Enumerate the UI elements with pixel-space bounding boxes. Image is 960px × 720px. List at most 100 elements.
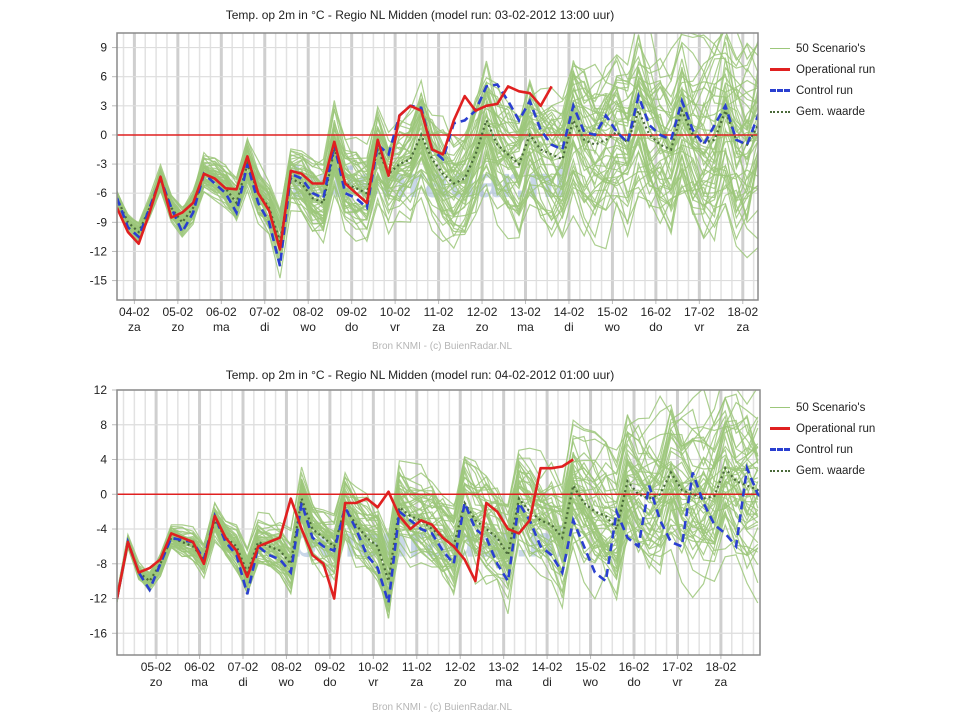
scenario-line	[117, 34, 758, 239]
x-tick-day: wo	[278, 675, 295, 689]
x-tick-date: 14-02	[532, 660, 563, 674]
x-tick-date: 10-02	[380, 305, 411, 319]
x-tick-day: wo	[604, 320, 621, 334]
x-tick-day: za	[432, 320, 445, 334]
legend-item-mean: Gem. waarde	[770, 460, 875, 481]
x-tick-date: 12-02	[467, 305, 498, 319]
x-tick-date: 14-02	[554, 305, 585, 319]
x-tick-day: do	[345, 320, 359, 334]
x-tick-day: za	[715, 675, 728, 689]
chart-plot: buienradar.nl9630-3-6-9-12-1504-02za05-0…	[90, 32, 759, 334]
chart-bottom: Temp. op 2m in °C - Regio NL Midden (mod…	[0, 360, 960, 720]
legend-label: Gem. waarde	[796, 105, 866, 118]
scenario-line	[117, 33, 758, 230]
x-tick-date: 08-02	[293, 305, 324, 319]
x-tick-date: 06-02	[206, 305, 237, 319]
control-run-line	[117, 463, 760, 604]
x-tick-date: 15-02	[597, 305, 628, 319]
scenario-line	[117, 425, 759, 598]
legend-swatch-control	[770, 448, 790, 451]
y-tick-label: -12	[90, 592, 108, 606]
x-tick-day: do	[627, 675, 641, 689]
x-tick-date: 17-02	[662, 660, 693, 674]
x-tick-day: za	[410, 675, 423, 689]
y-tick-label: 4	[100, 453, 107, 467]
legend-swatch-scenarios	[770, 407, 790, 408]
source-credit: Bron KNMI - (c) BuienRadar.NL	[372, 341, 513, 352]
x-tick-day: di	[260, 320, 269, 334]
operational-run-line	[117, 85, 553, 251]
legend-item-scenarios: 50 Scenario's	[770, 397, 875, 418]
legend-swatch-operational	[770, 68, 790, 71]
legend-swatch-scenarios	[770, 48, 790, 49]
legend-item-operational: Operational run	[770, 59, 875, 80]
legend: 50 Scenario's Operational run Control ru…	[770, 397, 875, 481]
legend-item-operational: Operational run	[770, 418, 875, 439]
legend-label: Operational run	[796, 422, 876, 435]
legend: 50 Scenario's Operational run Control ru…	[770, 38, 875, 122]
x-tick-day: ma	[495, 675, 512, 689]
x-tick-date: 18-02	[706, 660, 737, 674]
chart-top: Temp. op 2m in °C - Regio NL Midden (mod…	[90, 8, 876, 352]
x-tick-date: 04-02	[119, 305, 150, 319]
x-tick-day: di	[542, 675, 551, 689]
y-tick-label: -6	[96, 186, 107, 200]
scenario-line	[117, 66, 758, 236]
scenario-line	[117, 407, 759, 597]
x-tick-date: 08-02	[271, 660, 302, 674]
mean-line	[117, 107, 758, 243]
x-tick-date: 07-02	[249, 305, 280, 319]
scenario-line	[117, 33, 758, 227]
legend-item-control: Control run	[770, 439, 875, 460]
x-tick-date: 06-02	[184, 660, 215, 674]
x-tick-day: do	[323, 675, 337, 689]
y-tick-label: 8	[100, 418, 107, 432]
x-tick-day: zo	[150, 675, 163, 689]
legend-item-control: Control run	[770, 80, 875, 101]
series-layer	[117, 390, 760, 619]
x-tick-date: 17-02	[684, 305, 715, 319]
x-tick-date: 07-02	[228, 660, 259, 674]
y-tick-label: 3	[100, 99, 107, 113]
x-tick-date: 11-02	[424, 305, 454, 319]
y-tick-label: -4	[96, 522, 107, 536]
legend-label: Gem. waarde	[796, 464, 866, 477]
x-tick-day: ma	[191, 675, 208, 689]
x-tick-day: vr	[694, 320, 704, 334]
x-tick-date: 05-02	[162, 305, 193, 319]
x-tick-day: vr	[390, 320, 400, 334]
x-tick-day: di	[564, 320, 573, 334]
scenario-line	[117, 96, 758, 240]
x-tick-date: 16-02	[619, 660, 650, 674]
chart-title: Temp. op 2m in °C - Regio NL Midden (mod…	[225, 368, 615, 382]
x-tick-day: zo	[454, 675, 467, 689]
x-tick-day: wo	[300, 320, 317, 334]
legend-label: 50 Scenario's	[796, 42, 866, 55]
series-layer	[117, 33, 758, 279]
x-tick-date: 13-02	[510, 305, 541, 319]
mean-line	[117, 466, 760, 599]
chart-title: Temp. op 2m in °C - Regio NL Midden (mod…	[225, 8, 615, 22]
scenario-line	[117, 151, 758, 250]
y-tick-label: 12	[94, 383, 108, 397]
y-tick-label: -12	[90, 244, 108, 258]
x-tick-date: 15-02	[575, 660, 606, 674]
y-tick-label: 0	[100, 487, 107, 501]
y-tick-label: -3	[96, 157, 107, 171]
x-tick-date: 16-02	[641, 305, 672, 319]
scenario-line	[117, 34, 758, 227]
y-tick-label: -9	[96, 215, 107, 229]
scenario-line	[117, 41, 758, 239]
x-tick-day: za	[736, 320, 749, 334]
legend-swatch-mean	[770, 110, 790, 113]
scenario-line	[117, 467, 759, 612]
scenario-line	[117, 130, 758, 237]
x-tick-day: zo	[171, 320, 184, 334]
legend-swatch-control	[770, 89, 790, 92]
x-tick-day: vr	[368, 675, 378, 689]
x-tick-date: 05-02	[141, 660, 172, 674]
plot-frame	[116, 389, 761, 656]
x-tick-date: 10-02	[358, 660, 389, 674]
y-tick-label: -8	[96, 557, 107, 571]
legend-item-scenarios: 50 Scenario's	[770, 38, 875, 59]
